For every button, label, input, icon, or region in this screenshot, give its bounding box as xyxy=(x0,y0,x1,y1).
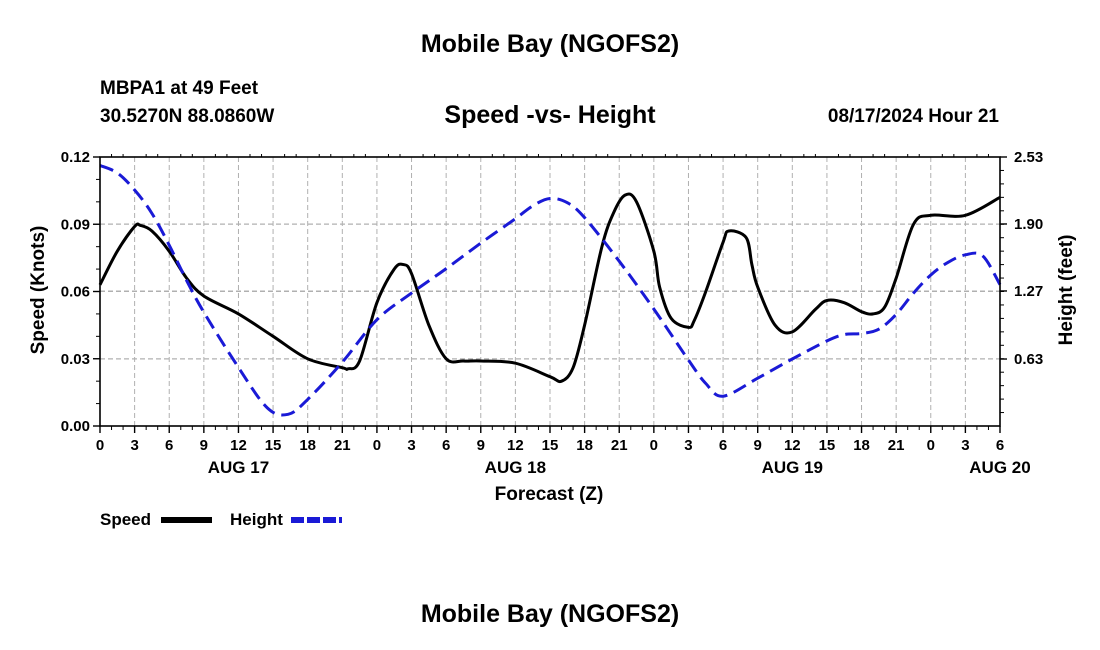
x-tick-label: 12 xyxy=(507,437,524,454)
bottom-title: Mobile Bay (NGOFS2) xyxy=(420,600,680,628)
x-tick-label: 18 xyxy=(853,437,870,454)
x-tick-label: 21 xyxy=(611,437,628,454)
y2-tick-label: 1.90 xyxy=(1014,216,1043,233)
x-tick-label: 6 xyxy=(719,437,727,454)
legend-height-label: Height xyxy=(230,510,283,529)
x-tick-label: 18 xyxy=(299,437,316,454)
y2-axis-title: Height (feet) xyxy=(1056,235,1077,346)
x-tick-label: 3 xyxy=(407,437,415,454)
x-tick-label: 18 xyxy=(576,437,593,454)
x-tick-label: 12 xyxy=(230,437,247,454)
x-tick-label: 6 xyxy=(996,437,1004,454)
x-tick-label: 9 xyxy=(477,437,485,454)
series-layer xyxy=(98,164,1002,417)
x-axis-title: Forecast (Z) xyxy=(495,484,604,505)
chart-title: Speed -vs- Height xyxy=(444,101,656,129)
y-tick-label: 0.03 xyxy=(61,351,90,368)
x-tick-label: 3 xyxy=(961,437,969,454)
height-series-line xyxy=(99,164,1002,417)
x-tick-label: 3 xyxy=(684,437,692,454)
y-tick-label: 0.00 xyxy=(61,418,90,435)
x-tick-label: 3 xyxy=(130,437,138,454)
y2-tick-label: 1.27 xyxy=(1014,283,1043,300)
coordinates-label: 30.5270N 88.0860W xyxy=(100,106,275,127)
x-tick-label: 21 xyxy=(888,437,905,454)
forecast-datetime: 08/17/2024 Hour 21 xyxy=(827,106,999,127)
y2-tick-label: 0.63 xyxy=(1014,351,1043,368)
x-tick-label: 15 xyxy=(265,437,282,454)
legend: Speed Height xyxy=(100,510,342,529)
x-day-label: AUG 20 xyxy=(969,458,1030,477)
y2-tick-label: 2.53 xyxy=(1014,149,1043,166)
x-day-label: AUG 17 xyxy=(208,458,269,477)
y-tick-label: 0.12 xyxy=(61,149,90,166)
x-day-label: AUG 18 xyxy=(485,458,546,477)
x-tick-label: 6 xyxy=(165,437,173,454)
x-tick-label: 6 xyxy=(442,437,450,454)
x-tick-label: 0 xyxy=(96,437,104,454)
x-tick-label: 0 xyxy=(927,437,935,454)
y-tick-label: 0.09 xyxy=(61,216,90,233)
x-tick-label: 9 xyxy=(200,437,208,454)
x-tick-label: 21 xyxy=(334,437,351,454)
x-tick-label: 12 xyxy=(784,437,801,454)
y-axis-title: Speed (Knots) xyxy=(28,226,49,355)
station-label: MBPA1 at 49 Feet xyxy=(100,78,259,99)
x-tick-label: 0 xyxy=(373,437,381,454)
x-tick-label: 9 xyxy=(754,437,762,454)
axes: 0 3 6 9 12 15 18 21 0 3 6 9 12 15 18 21 0 3 6 9 12 15 18 21 0 3 6 A… xyxy=(61,149,1043,477)
page-title: Mobile Bay (NGOFS2) xyxy=(420,30,680,58)
speed-series-line xyxy=(98,192,1001,384)
legend-speed-label: Speed xyxy=(100,510,151,529)
y-tick-label: 0.06 xyxy=(61,284,90,301)
x-tick-label: 15 xyxy=(819,437,836,454)
x-tick-label: 0 xyxy=(650,437,658,454)
x-day-label: AUG 19 xyxy=(762,458,823,477)
x-tick-label: 15 xyxy=(542,437,559,454)
